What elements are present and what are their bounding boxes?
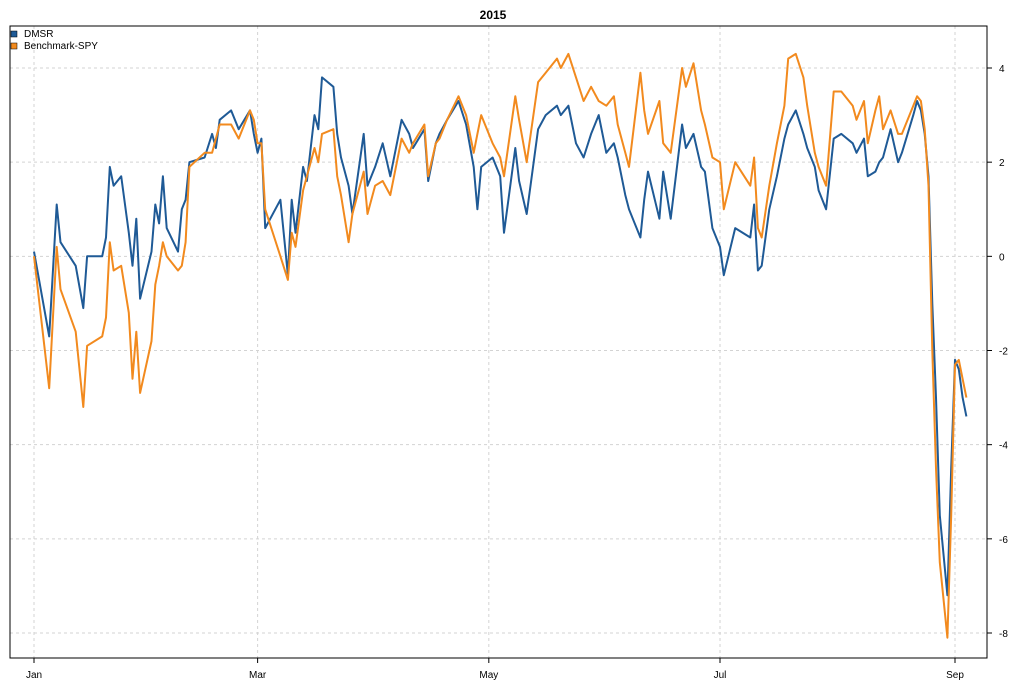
- x-tick-label: Jul: [714, 670, 727, 681]
- x-tick-label: Sep: [946, 670, 964, 681]
- x-tick-label: Mar: [249, 670, 267, 681]
- series-line-benchmark-spy: [33, 52, 968, 639]
- x-tick-label: May: [479, 670, 498, 681]
- x-tick-label: Jan: [26, 670, 42, 681]
- x-axis: Jan Mar May Jul Sep: [26, 658, 964, 681]
- grid: [10, 26, 987, 658]
- legend-swatch: [10, 30, 18, 38]
- y-tick-label: -4: [999, 441, 1008, 452]
- y-tick-label: -6: [999, 535, 1008, 546]
- y-axis: -8 -6 -4 -2 0 2 4: [987, 64, 1008, 640]
- y-tick-label: 4: [999, 64, 1005, 75]
- chart-title: 2015: [480, 8, 507, 22]
- series-lines: [33, 52, 968, 639]
- legend-swatch: [10, 42, 18, 50]
- y-tick-label: -2: [999, 347, 1008, 358]
- y-tick-label: 2: [999, 158, 1005, 169]
- legend-label: Benchmark-SPY: [24, 41, 98, 52]
- series-line-dmsr: [33, 76, 968, 597]
- y-tick-label: -8: [999, 629, 1008, 640]
- legend-label: DMSR: [24, 29, 53, 40]
- plot-frame: [9, 25, 988, 659]
- y-tick-label: 0: [999, 252, 1005, 263]
